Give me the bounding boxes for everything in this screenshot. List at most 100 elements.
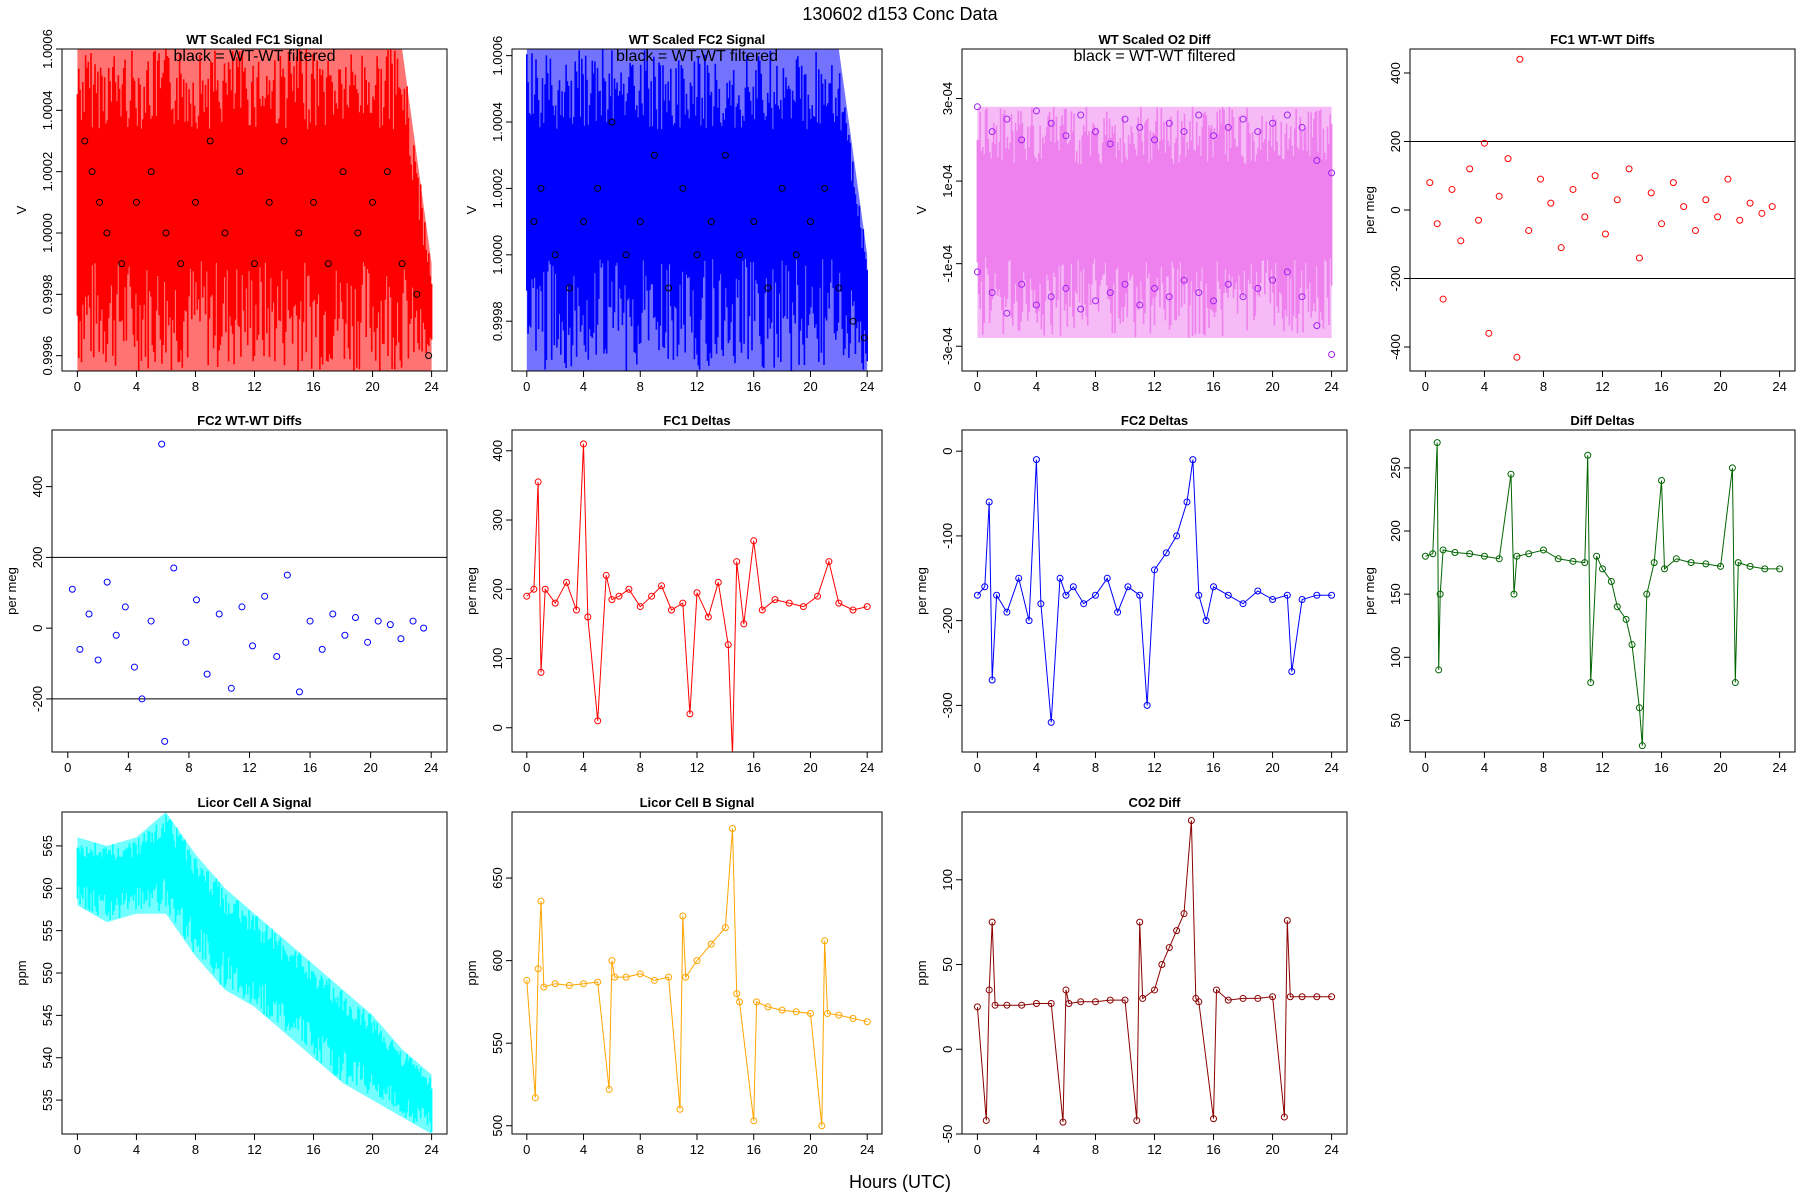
chart-title: FC1 Deltas xyxy=(663,413,730,428)
data-point xyxy=(1151,136,1158,144)
data-point xyxy=(1507,470,1515,478)
data-point xyxy=(383,168,391,176)
data-point xyxy=(158,440,166,448)
data-point xyxy=(1047,718,1055,726)
x-tick-label: 8 xyxy=(185,760,192,775)
data-point xyxy=(1224,123,1232,131)
data-point xyxy=(1687,559,1695,567)
x-tick-label: 8 xyxy=(1092,379,1099,394)
chart-annotation: black = WT-WT filtered xyxy=(616,48,778,65)
chart-plot-area xyxy=(52,440,447,745)
chart-title: WT Scaled O2 Diff xyxy=(1099,32,1212,47)
data-point xyxy=(1224,996,1232,1004)
data-point xyxy=(981,583,989,591)
x-tick-label: 4 xyxy=(580,760,587,775)
x-tick-label: 8 xyxy=(637,760,644,775)
chart-annotation: black = WT-WT filtered xyxy=(1074,48,1236,65)
data-point xyxy=(728,825,736,833)
x-tick-label: 12 xyxy=(247,379,261,394)
x-tick-label: 20 xyxy=(803,1142,817,1157)
data-point xyxy=(1504,155,1512,163)
data-point xyxy=(1286,993,1294,1001)
y-tick-label: 550 xyxy=(490,1032,505,1054)
y-tick-label: 1.0006 xyxy=(40,29,55,69)
data-point xyxy=(1212,986,1220,994)
data-point xyxy=(251,260,258,268)
data-point xyxy=(1195,998,1203,1006)
data-point xyxy=(1635,254,1643,262)
data-point xyxy=(318,645,326,653)
y-tick-label: -300 xyxy=(940,692,955,718)
data-point xyxy=(818,1122,826,1130)
data-point xyxy=(988,128,996,136)
x-tick-label: 16 xyxy=(1206,379,1220,394)
y-tick-label: 1.0002 xyxy=(40,152,55,192)
data-point xyxy=(1557,244,1565,252)
data-point xyxy=(594,978,602,986)
data-point xyxy=(580,440,588,448)
data-point xyxy=(611,973,619,981)
data-point xyxy=(215,610,223,618)
y-tick-label: -1e-04 xyxy=(940,245,955,283)
y-tick-label: 1.0000 xyxy=(490,235,505,275)
data-point xyxy=(1601,230,1609,238)
y-tick-label: 555 xyxy=(40,920,55,942)
y-axis-label: per meg xyxy=(914,567,929,615)
data-point xyxy=(1554,555,1562,563)
data-point xyxy=(1625,165,1633,173)
data-point xyxy=(1525,550,1533,558)
x-tick-label: 0 xyxy=(523,379,530,394)
data-point xyxy=(1599,565,1606,573)
data-point xyxy=(792,251,800,259)
y-tick-label: 550 xyxy=(40,962,55,984)
data-point xyxy=(1091,128,1099,136)
data-point xyxy=(1065,1000,1073,1008)
data-point xyxy=(724,641,732,649)
data-point xyxy=(1426,179,1434,187)
chart-title: Licor Cell B Signal xyxy=(640,795,755,810)
data-point xyxy=(1622,615,1630,623)
data-point xyxy=(1136,301,1144,309)
band-fill xyxy=(77,49,432,371)
data-point xyxy=(76,645,84,653)
y-tick-label: 200 xyxy=(490,578,505,600)
data-point xyxy=(236,168,244,176)
data-point xyxy=(1210,583,1218,591)
data-point xyxy=(1660,565,1668,573)
data-point xyxy=(580,980,588,988)
data-point xyxy=(1328,993,1336,1001)
data-point xyxy=(1776,565,1784,573)
data-point xyxy=(1746,562,1754,570)
data-point xyxy=(1283,268,1291,276)
data-point xyxy=(758,606,766,614)
data-point xyxy=(1015,574,1023,582)
data-point xyxy=(1516,55,1524,63)
data-point xyxy=(1114,608,1122,616)
data-point xyxy=(1202,617,1210,625)
data-point xyxy=(1485,329,1493,337)
data-point xyxy=(988,918,996,926)
data-point xyxy=(1607,578,1615,586)
data-point xyxy=(1047,1000,1055,1008)
data-point xyxy=(1091,591,1099,599)
data-point xyxy=(1702,560,1710,568)
data-point xyxy=(261,592,269,600)
x-tick-label: 8 xyxy=(192,379,199,394)
data-point xyxy=(665,973,673,981)
data-point xyxy=(534,965,542,973)
y-tick-label: 100 xyxy=(940,869,955,891)
data-point xyxy=(1547,199,1555,207)
plot-frame xyxy=(51,429,448,753)
y-tick-label: 200 xyxy=(30,547,45,569)
data-point xyxy=(714,578,722,586)
series-line xyxy=(976,820,1332,1123)
data-point xyxy=(1239,293,1247,301)
data-point xyxy=(1121,115,1129,123)
series-line xyxy=(977,459,1332,723)
data-point xyxy=(1429,550,1437,558)
y-axis-label: V xyxy=(914,205,929,214)
data-point xyxy=(1254,128,1262,136)
data-point xyxy=(1269,276,1277,284)
data-point xyxy=(823,1009,831,1017)
data-point xyxy=(1106,996,1114,1004)
